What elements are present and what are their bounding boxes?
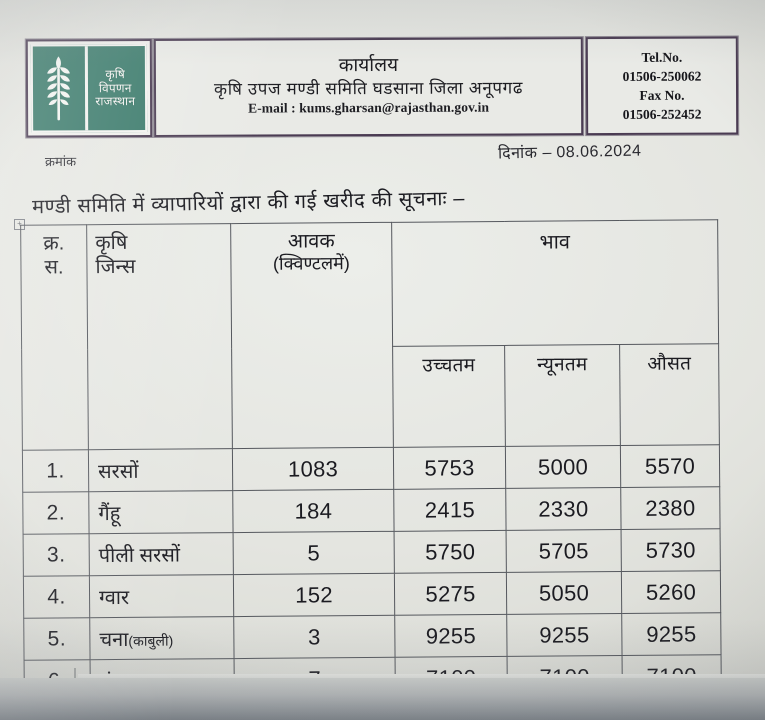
cell-arrival: 152 — [233, 573, 395, 617]
office-identification-block: कार्यालय कृषि उपज मण्डी समिति घडसाना जिल… — [153, 37, 584, 137]
cell-avg-price: 5260 — [621, 570, 721, 614]
logo-text-line2: विपणन — [98, 80, 132, 95]
table-body: 1. सरसों 1083 5753 5000 5570 2. गैंहू 18… — [22, 444, 722, 703]
cell-avg-price: 5570 — [620, 444, 720, 488]
office-address-line: कृषि उपज मण्डी समिति घडसाना जिला अनूपगढ — [213, 78, 524, 99]
commodity-header-line2: जिन्स — [95, 256, 136, 279]
letterhead: कृषि विपणन राजस्थान कार्यालय कृषि उपज मण… — [25, 36, 739, 138]
date-label: दिनांक — [497, 144, 538, 163]
cell-arrival: 3 — [233, 615, 396, 659]
column-header-min-price: न्यूनतम — [504, 344, 621, 447]
cell-min-price: 9255 — [506, 613, 623, 657]
commodity-name: पीली सरसों — [98, 544, 181, 568]
serial-header-line1: क्र. — [43, 232, 65, 255]
cell-max-price: 9255 — [394, 614, 508, 658]
serial-header-line2: स. — [44, 256, 64, 279]
cell-max-price: 2415 — [393, 488, 507, 532]
column-header-max-price: उच्चतम — [392, 345, 506, 448]
desk-surface — [0, 678, 765, 720]
organization-logo: कृषि विपणन राजस्थान — [25, 39, 153, 138]
cell-avg-price: 9255 — [621, 612, 722, 656]
wheat-stalk-icon — [32, 46, 88, 131]
cell-arrival: 1083 — [232, 447, 394, 491]
column-header-avg-price: औसत — [619, 343, 720, 446]
page-title: मण्डी समिति में व्यापारियों द्वारा की गई… — [31, 187, 466, 219]
fax-value: 01506-252452 — [622, 106, 702, 123]
cell-commodity: ग्वार — [89, 574, 234, 618]
cell-min-price: 5050 — [506, 571, 622, 615]
cell-serial: 2. — [22, 491, 90, 535]
commodity-name: ग्वार — [98, 586, 130, 610]
column-header-price-group: भाव — [391, 219, 719, 347]
table-row: 1. सरसों 1083 5753 5000 5570 — [22, 444, 720, 493]
date-value: 08.06.2024 — [556, 142, 642, 162]
tel-label: Tel.No. — [641, 49, 683, 65]
cell-arrival: 5 — [233, 531, 395, 575]
logo-text-line1: कृषि — [105, 66, 126, 81]
column-header-serial: क्र. स. — [20, 224, 89, 451]
document-date: दिनांक –08.06.2024 — [498, 139, 642, 164]
cell-commodity: पीली सरसों — [89, 532, 234, 576]
cell-max-price: 5753 — [393, 446, 506, 490]
contact-block: Tel.No. 01506-250062 Fax No. 01506-25245… — [585, 36, 739, 136]
tel-value: 01506-250062 — [622, 68, 702, 84]
logo-text-line3: राजस्थान — [95, 94, 136, 109]
office-title: कार्यालय — [338, 54, 399, 77]
cell-max-price: 5275 — [394, 572, 507, 616]
table-row: 3. पीली सरसों 5 5750 5705 5730 — [23, 528, 721, 577]
commodity-name: सरसों — [97, 460, 139, 484]
cell-min-price: 2330 — [505, 487, 622, 531]
purchase-information-table: क्र. स. कृषि जिन्स आवक (क्विण्टलमें) भाव… — [20, 219, 722, 703]
cell-serial: 4. — [23, 575, 90, 619]
cell-serial: 3. — [23, 533, 90, 577]
table-row: 5. चना(काबुली) 3 9255 9255 9255 — [23, 612, 722, 661]
anchor-marker-icon: + — [14, 219, 25, 230]
commodity-header-line1: कृषि — [95, 231, 128, 255]
column-header-commodity: कृषि जिन्स — [86, 223, 233, 450]
cell-min-price: 5705 — [506, 529, 622, 573]
cell-commodity: सरसों — [88, 448, 233, 492]
cell-arrival: 184 — [232, 489, 395, 533]
cell-avg-price: 2380 — [620, 486, 721, 530]
reference-number-label: क्रमांक — [44, 153, 77, 170]
commodity-name: गैंहू — [98, 502, 121, 526]
cell-max-price: 5750 — [394, 530, 507, 574]
fax-label: Fax No. — [639, 87, 685, 103]
date-dash: – — [542, 144, 552, 162]
column-header-arrival: आवक (क्विण्टलमें) — [230, 222, 394, 449]
commodity-variety: (काबुली) — [128, 632, 174, 649]
table-row: 4. ग्वार 152 5275 5050 5260 — [23, 570, 721, 619]
cell-serial: 1. — [22, 449, 89, 493]
arrival-header-line1: आवक — [287, 230, 335, 253]
office-email: E-mail : kums.gharsan@rajasthan.gov.in — [248, 99, 490, 116]
cell-serial: 5. — [23, 617, 91, 661]
commodity-name: चना — [99, 628, 129, 652]
cell-commodity: चना(काबुली) — [89, 616, 235, 660]
cell-commodity: गैंहू — [88, 490, 234, 534]
table-row: 2. गैंहू 184 2415 2330 2380 — [22, 486, 721, 535]
cell-min-price: 5000 — [505, 445, 621, 489]
arrival-header-unit: (क्विण्टलमें) — [272, 253, 350, 275]
table-header-row-primary: क्र. स. कृषि जिन्स आवक (क्विण्टलमें) भाव — [20, 219, 719, 451]
cell-avg-price: 5730 — [621, 528, 721, 572]
